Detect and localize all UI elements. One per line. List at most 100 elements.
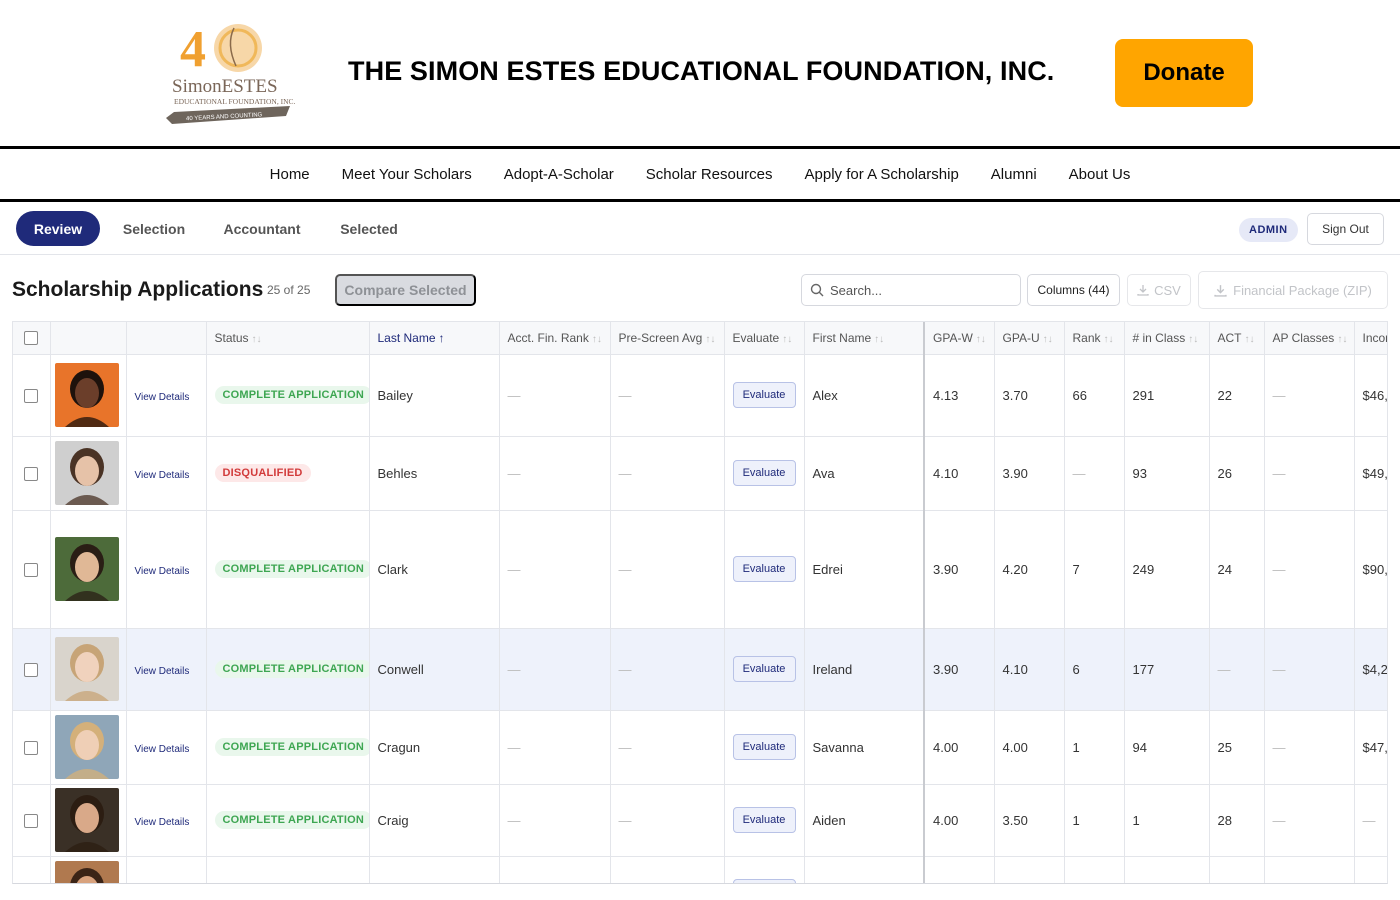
act-cell: — xyxy=(1209,628,1265,711)
view-details-link[interactable]: View Details xyxy=(134,816,190,828)
column-header-gpa-w[interactable]: GPA-W ↑↓ xyxy=(923,322,995,355)
applicant-photo xyxy=(54,860,119,883)
column-header-ap-classes[interactable]: AP Classes ↑↓ xyxy=(1264,322,1355,355)
view-details-link[interactable]: View Details xyxy=(134,565,190,577)
applicant-photo xyxy=(54,637,119,701)
row-checkbox[interactable] xyxy=(24,813,39,828)
applicant-photo xyxy=(54,788,119,852)
first-name-cell: Ireland xyxy=(804,628,925,711)
applications-table: Status ↑↓ Last Name ↑ Acct. Fin. Rank ↑↓ Pr… xyxy=(12,321,1388,884)
view-details-link[interactable]: View Details xyxy=(134,665,190,677)
financial-package-zip-button[interactable]: Financial Package (ZIP) xyxy=(1198,271,1388,309)
row-checkbox[interactable] xyxy=(24,662,39,677)
ap-classes-cell: — xyxy=(1264,436,1355,511)
foundation-logo[interactable]: 4 SimonESTES EDUCATIONAL FOUNDATION, INC… xyxy=(160,14,300,132)
svg-text:SimonESTES: SimonESTES xyxy=(172,76,278,97)
column-header-label: Acct. Fin. Rank xyxy=(507,330,589,345)
column-header-pre-screen-avg[interactable]: Pre-Screen Avg ↑↓ xyxy=(610,322,725,355)
in-class-cell: 249 xyxy=(1124,510,1210,629)
evaluate-button[interactable]: Evaluate xyxy=(732,460,796,486)
evaluate-button[interactable]: Evaluate xyxy=(732,734,796,760)
column-header-acct-fin-rank[interactable]: Acct. Fin. Rank ↑↓ xyxy=(499,322,611,355)
tab-selected[interactable]: Selected xyxy=(340,220,398,237)
first-name-cell: Aiden xyxy=(804,784,925,857)
compare-selected-button[interactable]: Compare Selected xyxy=(335,274,476,306)
table-row[interactable]: View Details COMPLETE APPLICATION Cragun — —… xyxy=(13,710,1387,785)
tab-accountant[interactable]: Accountant xyxy=(223,220,301,237)
admin-badge: ADMIN xyxy=(1239,218,1298,242)
column-header-status[interactable]: Status ↑↓ xyxy=(206,322,370,355)
gpa-u-cell: 4.00 xyxy=(994,710,1065,785)
column-header-act[interactable]: ACT ↑↓ xyxy=(1209,322,1265,355)
pre-screen-avg-cell: — xyxy=(610,628,725,711)
sort-icon: ↑↓ xyxy=(1042,333,1053,345)
row-checkbox[interactable] xyxy=(24,740,39,755)
table-row[interactable]: View Details DISQUALIFIED Behles — — Evaluate… xyxy=(13,436,1387,511)
table-row[interactable]: View Details COMPLETE APPLICATION Bailey — —… xyxy=(13,354,1387,437)
in-class-cell: 1 xyxy=(1124,784,1210,857)
tab-review[interactable]: Review xyxy=(16,211,100,246)
view-details-link[interactable]: View Details xyxy=(134,391,190,403)
nav-scholar-resources[interactable]: Scholar Resources xyxy=(645,165,773,183)
column-header-first-name[interactable]: First Name ↑↓ xyxy=(804,322,925,355)
search-input[interactable] xyxy=(830,282,1010,298)
tab-selection[interactable]: Selection xyxy=(122,220,186,237)
column-header-rank[interactable]: Rank ↑↓ xyxy=(1064,322,1125,355)
row-checkbox[interactable] xyxy=(24,388,39,403)
column-header-evaluate[interactable]: Evaluate ↑↓ xyxy=(724,322,805,355)
sign-out-button[interactable]: Sign Out xyxy=(1307,213,1384,245)
pre-screen-avg-cell xyxy=(610,856,725,883)
search-box xyxy=(801,274,1021,306)
gpa-w-cell: 4.00 xyxy=(923,710,995,785)
gpa-w-cell: 4.10 xyxy=(923,436,995,511)
view-details-link[interactable]: View Details xyxy=(134,469,190,481)
evaluate-button[interactable]: Evaluate xyxy=(732,556,796,582)
rank-cell: — xyxy=(1064,436,1125,511)
sort-icon: ↑↓ xyxy=(782,333,793,345)
sort-icon: ↑↓ xyxy=(1244,333,1255,345)
nav-apply-for-a-scholarship[interactable]: Apply for A Scholarship xyxy=(804,165,959,183)
pre-screen-avg-cell: — xyxy=(610,354,725,437)
in-class-cell: 291 xyxy=(1124,354,1210,437)
view-details-link[interactable]: View Details xyxy=(134,743,190,755)
evaluate-button[interactable]: Evaluate xyxy=(732,807,796,833)
evaluate-button[interactable]: Evaluate xyxy=(732,656,796,682)
sort-ascending-icon: ↑ xyxy=(438,330,445,345)
row-checkbox[interactable] xyxy=(24,466,39,481)
evaluate-button[interactable]: Evaluate xyxy=(732,878,796,883)
last-name-cell: Craig xyxy=(369,784,500,857)
column-header-label: Income xyxy=(1362,330,1388,345)
gpa-u-cell: 4.10 xyxy=(994,628,1065,711)
table-row[interactable]: View Details COMPLETE APPLICATION Conwell —… xyxy=(13,628,1387,711)
nav-alumni[interactable]: Alumni xyxy=(990,165,1037,183)
columns-button[interactable]: Columns (44) xyxy=(1027,274,1120,306)
pre-screen-avg-cell: — xyxy=(610,710,725,785)
site-title: THE SIMON ESTES EDUCATIONAL FOUNDATION, … xyxy=(348,56,1055,86)
status-badge: COMPLETE APPLICATION xyxy=(214,560,368,578)
select-all-checkbox[interactable] xyxy=(24,331,39,346)
nav-home[interactable]: Home xyxy=(269,165,310,183)
column-header-income[interactable]: Income xyxy=(1354,322,1388,355)
status-badge: COMPLETE APPLICATION xyxy=(214,811,368,829)
gpa-w-cell: 4.13 xyxy=(923,354,995,437)
table-row[interactable]: View Details COMPLETE APPLICATION Clark — — E… xyxy=(13,510,1387,629)
column-header-label: # in Class xyxy=(1132,330,1186,345)
site-header: 4 SimonESTES EDUCATIONAL FOUNDATION, INC… xyxy=(0,0,1400,146)
column-header-last-name[interactable]: Last Name ↑ xyxy=(369,322,500,355)
nav-meet-your-scholars[interactable]: Meet Your Scholars xyxy=(341,165,472,183)
table-row[interactable]: View Details COMPLETE APPLICATION Craig — — E… xyxy=(13,784,1387,857)
first-name-cell: Savanna xyxy=(804,710,925,785)
row-checkbox[interactable] xyxy=(24,562,39,577)
table-row[interactable]: COMPLETE APPLICATION Evaluate xyxy=(13,856,1387,883)
nav-about-us[interactable]: About Us xyxy=(1068,165,1131,183)
column-header-gpa-u[interactable]: GPA-U ↑↓ xyxy=(994,322,1065,355)
column-header-label: Pre-Screen Avg xyxy=(618,330,703,345)
result-count: 25 of 25 xyxy=(267,283,311,297)
csv-export-button[interactable]: CSV xyxy=(1127,274,1191,306)
evaluate-button[interactable]: Evaluate xyxy=(732,382,796,408)
nav-adopt-a-scholar[interactable]: Adopt-A-Scholar xyxy=(503,165,614,183)
income-cell: $49, xyxy=(1354,436,1387,511)
donate-button[interactable]: Donate xyxy=(1115,39,1253,107)
acct-fin-rank-cell: — xyxy=(499,436,611,511)
column-header-in-class[interactable]: # in Class ↑↓ xyxy=(1124,322,1210,355)
